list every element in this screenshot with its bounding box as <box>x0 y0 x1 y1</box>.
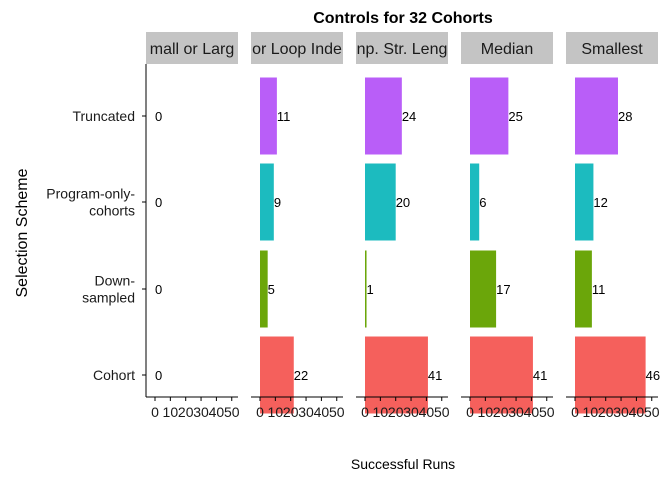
data-label: 11 <box>277 109 291 124</box>
x-tick-label: 40 <box>314 404 330 420</box>
bar <box>575 336 646 414</box>
y-tick-label: Program-only-cohorts <box>46 186 135 219</box>
x-tick-label: 10 <box>373 404 389 420</box>
x-tick-label: 50 <box>329 404 345 420</box>
data-label: 1 <box>367 282 374 297</box>
data-label: 22 <box>294 368 308 383</box>
bar <box>260 163 274 241</box>
chart-title: Controls for 32 Cohorts <box>313 10 493 27</box>
bar <box>260 250 268 328</box>
data-label: 0 <box>155 109 162 124</box>
data-label: 17 <box>496 282 510 297</box>
bar <box>470 250 497 328</box>
bar <box>260 77 277 155</box>
x-tick-label: 50 <box>539 404 555 420</box>
data-label: 6 <box>479 195 486 210</box>
facet-strip-label: Smallest <box>581 41 643 58</box>
x-tick-label: 30 <box>193 404 209 420</box>
bar <box>470 336 533 414</box>
x-tick-label: 30 <box>508 404 524 420</box>
facet-strip <box>251 32 343 64</box>
x-tick-label: 10 <box>478 404 494 420</box>
data-label: 0 <box>155 282 162 297</box>
facet-strip <box>356 32 448 64</box>
bar <box>365 163 396 241</box>
facet-panel: Median 25 6 17 41 0 10 20 30 40 50 <box>461 32 555 420</box>
data-label: 0 <box>155 368 162 383</box>
data-label: 41 <box>533 368 547 383</box>
x-tick-label: 40 <box>209 404 225 420</box>
y-tick-label: Cohort <box>93 367 135 383</box>
data-label: 0 <box>155 195 162 210</box>
facet-strip <box>146 32 238 64</box>
x-tick-label: 10 <box>583 404 599 420</box>
x-tick-label: 10 <box>268 404 284 420</box>
bar <box>575 163 594 241</box>
y-tick-label: Down-sampled <box>82 273 135 306</box>
x-tick-label: 50 <box>224 404 240 420</box>
bar <box>260 336 294 414</box>
y-axis-title: Selection Scheme <box>14 168 31 297</box>
facet-strip <box>566 32 658 64</box>
bar <box>365 77 402 155</box>
y-axis-labels: Truncated Program-only-cohorts Down-sample… <box>46 108 146 383</box>
facet-strip-label: Median <box>481 41 533 58</box>
x-tick-label: 20 <box>283 404 299 420</box>
bar <box>470 163 480 241</box>
x-tick-label: 20 <box>598 404 614 420</box>
bar <box>470 77 509 155</box>
data-label: 20 <box>396 195 410 210</box>
x-tick-label: 10 <box>163 404 179 420</box>
x-tick-label: 0 <box>151 404 159 420</box>
data-label: 46 <box>646 368 660 383</box>
data-label: 11 <box>592 282 606 297</box>
x-tick-label: 50 <box>644 404 660 420</box>
data-label: 25 <box>508 109 522 124</box>
x-tick-label: 0 <box>256 404 264 420</box>
data-label: 12 <box>593 195 607 210</box>
facet-strip-label: or Loop Inde <box>252 41 342 58</box>
x-tick-label: 0 <box>571 404 579 420</box>
data-label: 9 <box>274 195 281 210</box>
x-tick-label: 30 <box>298 404 314 420</box>
x-tick-label: 0 <box>361 404 369 420</box>
facet-panel: or Loop Inde 11 9 5 22 0 10 20 30 40 50 <box>251 32 345 420</box>
x-tick-label: 40 <box>524 404 540 420</box>
data-label: 5 <box>268 282 275 297</box>
data-label: 41 <box>428 368 442 383</box>
facet-strip-label: np. Str. Leng <box>357 41 448 58</box>
x-tick-label: 50 <box>434 404 450 420</box>
bar <box>365 336 428 414</box>
bar <box>575 250 592 328</box>
x-tick-label: 20 <box>493 404 509 420</box>
facet-strip <box>461 32 553 64</box>
x-tick-label: 30 <box>403 404 419 420</box>
facet-panel: Smallest 28 12 11 46 0 10 20 30 40 50 <box>566 32 660 420</box>
x-tick-label: 20 <box>178 404 194 420</box>
x-axis-title: Successful Runs <box>351 456 455 472</box>
x-tick-label: 0 <box>466 404 474 420</box>
data-label: 28 <box>618 109 632 124</box>
x-tick-label: 40 <box>419 404 435 420</box>
bar <box>365 250 367 328</box>
bar <box>575 77 618 155</box>
facet-strip-label: mall or Larg <box>150 41 234 58</box>
y-tick-label: Truncated <box>72 108 135 124</box>
x-tick-label: 20 <box>388 404 404 420</box>
x-tick-label: 40 <box>629 404 645 420</box>
x-tick-label: 30 <box>613 404 629 420</box>
data-label: 24 <box>402 109 416 124</box>
